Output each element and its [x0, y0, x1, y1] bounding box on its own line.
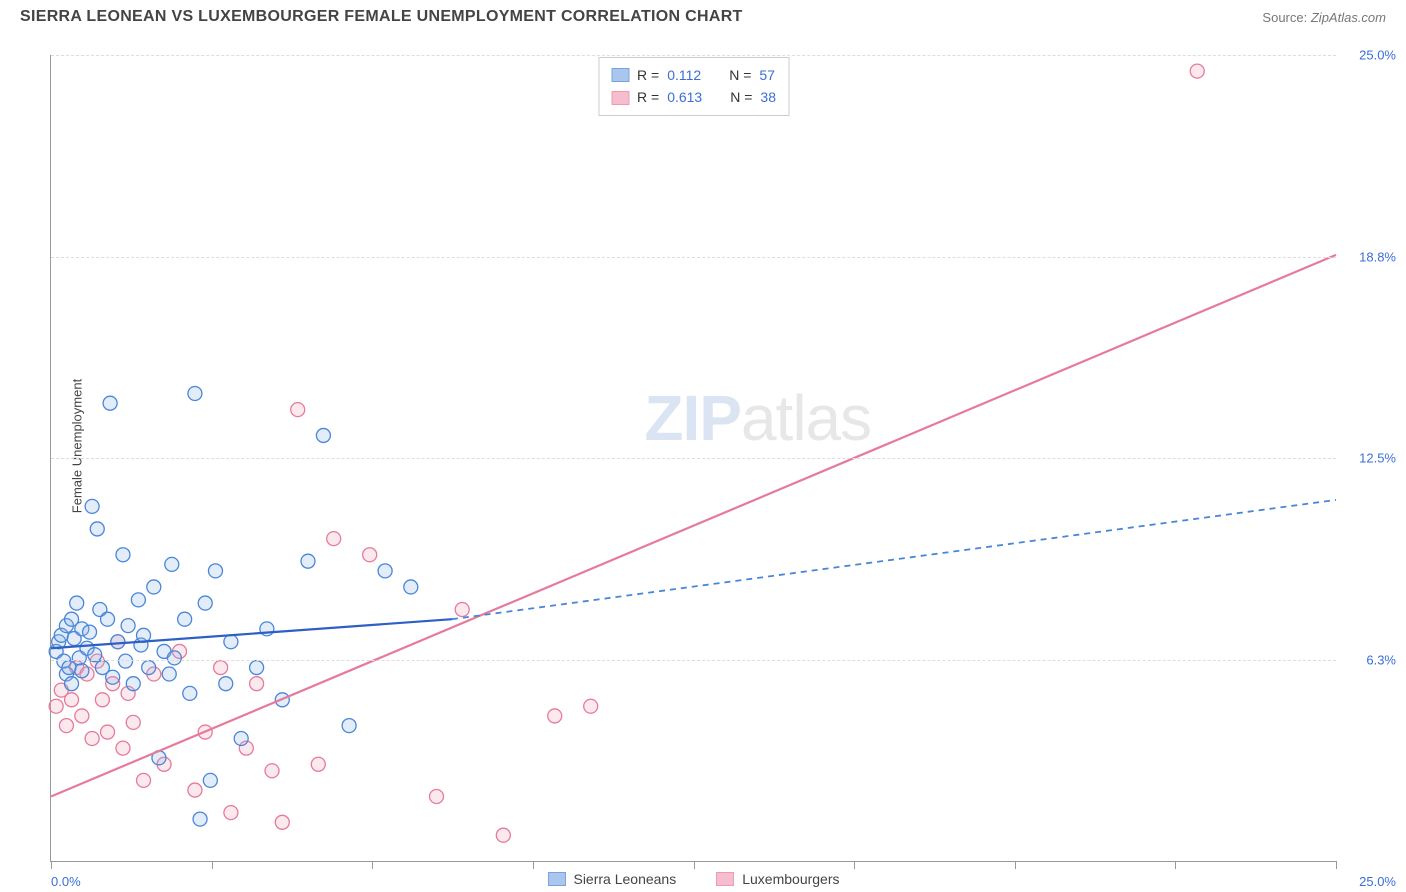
gridline-h — [51, 660, 1336, 661]
x-tick — [1336, 861, 1337, 869]
chart-title: SIERRA LEONEAN VS LUXEMBOURGER FEMALE UN… — [20, 8, 743, 26]
swatch-series-b-bottom — [716, 872, 734, 886]
source-attribution: Source: ZipAtlas.com — [1262, 10, 1386, 25]
y-tick-label: 18.8% — [1359, 249, 1396, 264]
series-a-label: Sierra Leoneans — [573, 871, 676, 887]
n-label: N = — [729, 64, 751, 86]
r-label: R = — [637, 86, 659, 108]
x-tick — [1175, 861, 1176, 869]
r-label: R = — [637, 64, 659, 86]
legend-item-series-a: Sierra Leoneans — [547, 871, 676, 887]
source-value: ZipAtlas.com — [1311, 10, 1386, 25]
gridline-h — [51, 458, 1336, 459]
n-value-b: 38 — [760, 86, 776, 108]
x-tick-label-min: 0.0% — [51, 874, 81, 889]
chart-plot-area: ZIPatlas R = 0.112 N = 57 R = 0.613 N = … — [50, 55, 1336, 862]
x-tick-label-max: 25.0% — [1359, 874, 1396, 889]
y-tick-label: 6.3% — [1366, 652, 1396, 667]
x-tick — [1015, 861, 1016, 869]
legend-item-series-b: Luxembourgers — [716, 871, 839, 887]
legend-correlation: R = 0.112 N = 57 R = 0.613 N = 38 — [598, 57, 789, 116]
swatch-series-a-bottom — [547, 872, 565, 886]
y-tick-label: 25.0% — [1359, 48, 1396, 63]
x-tick — [212, 861, 213, 869]
y-tick-label: 12.5% — [1359, 451, 1396, 466]
legend-series: Sierra Leoneans Luxembourgers — [547, 871, 839, 887]
swatch-series-a — [611, 68, 629, 82]
legend-row-series-a: R = 0.112 N = 57 — [611, 64, 776, 86]
x-tick — [533, 861, 534, 869]
legend-row-series-b: R = 0.613 N = 38 — [611, 86, 776, 108]
gridline-h — [51, 257, 1336, 258]
r-value-a: 0.112 — [667, 64, 701, 86]
r-value-b: 0.613 — [667, 86, 702, 108]
source-label: Source: — [1262, 10, 1307, 25]
n-value-a: 57 — [759, 64, 775, 86]
x-tick — [694, 861, 695, 869]
x-tick — [854, 861, 855, 869]
series-b-label: Luxembourgers — [742, 871, 839, 887]
gridline-h — [51, 55, 1336, 56]
n-label: N = — [730, 86, 752, 108]
x-tick — [51, 861, 52, 869]
x-tick — [372, 861, 373, 869]
chart-header: SIERRA LEONEAN VS LUXEMBOURGER FEMALE UN… — [0, 0, 1406, 38]
swatch-series-b — [611, 91, 629, 105]
